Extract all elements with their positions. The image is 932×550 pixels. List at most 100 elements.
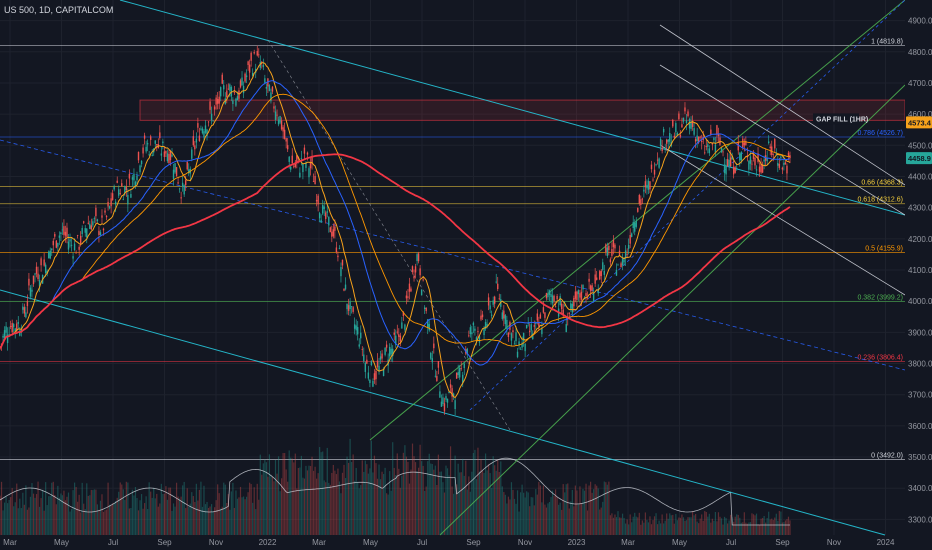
time-tick-label: Sep <box>775 538 790 547</box>
candle-body <box>574 291 577 299</box>
candle-body <box>264 78 266 83</box>
volume-bar <box>542 485 545 535</box>
volume-bar <box>775 513 777 535</box>
volume-bar <box>544 504 546 535</box>
candle-body <box>396 331 398 333</box>
candle-body <box>627 244 630 249</box>
candle-body <box>560 303 563 309</box>
candle-body <box>102 228 105 231</box>
candle-body <box>781 167 784 170</box>
volume-bar <box>719 516 721 535</box>
volume-bar <box>174 506 176 535</box>
volume-bar <box>171 510 173 535</box>
candle-body <box>16 323 18 331</box>
volume-bar <box>238 497 240 535</box>
candle-body <box>55 240 58 248</box>
candle-body <box>116 180 118 183</box>
candle-body <box>139 165 141 173</box>
volume-bar <box>615 517 618 535</box>
volume-bar <box>757 524 759 535</box>
candle-body <box>337 255 339 258</box>
volume-bar <box>612 517 615 535</box>
trend-line-blue-dashed <box>0 139 906 371</box>
candle-body <box>127 195 129 205</box>
volume-bar <box>309 466 312 535</box>
volume-bar <box>168 487 170 535</box>
candle-body <box>772 153 774 155</box>
candle-body <box>659 138 662 146</box>
volume-bar <box>306 470 309 535</box>
trend-lines <box>0 0 906 536</box>
candle-body <box>758 166 761 172</box>
candle-body <box>236 96 239 101</box>
time-tick-label: Nov <box>827 538 841 547</box>
volume-bar <box>92 490 94 535</box>
candle-body <box>49 250 51 259</box>
volume-bar <box>179 498 181 535</box>
candle-body <box>737 141 739 151</box>
volume-bar <box>433 469 435 535</box>
candle-body <box>771 146 773 155</box>
candle-body <box>681 124 683 128</box>
candle-body <box>270 92 272 102</box>
candle-body <box>707 144 709 147</box>
candle-body <box>548 290 551 296</box>
volume-bar <box>647 522 650 535</box>
candle-body <box>687 111 689 116</box>
candle-body <box>163 151 166 157</box>
volume-bar <box>562 484 564 535</box>
candle-body <box>261 61 263 63</box>
candle-body <box>353 324 356 329</box>
volume-bar <box>500 461 502 535</box>
candle-body <box>510 333 513 341</box>
volume-bar <box>495 470 497 535</box>
volume-bar <box>731 517 733 535</box>
volume-bar <box>294 453 296 535</box>
volume-bar <box>249 482 251 535</box>
volume-bar <box>685 520 688 535</box>
volume-bar <box>515 503 517 535</box>
candle-body <box>303 147 306 154</box>
time-tick-label: Mar <box>312 538 326 547</box>
candle-body <box>276 114 278 116</box>
volume-bar <box>579 486 581 535</box>
candle-body <box>524 343 526 352</box>
volume-bar <box>556 497 558 535</box>
candle-body <box>547 294 549 298</box>
volume-bar <box>786 519 788 535</box>
volume-bar <box>664 520 666 535</box>
volume-bar <box>446 468 449 535</box>
candle-body <box>130 194 132 198</box>
volume-bar <box>136 497 138 535</box>
volume-bar <box>185 507 187 535</box>
volume-bar <box>410 469 412 535</box>
volume-bar <box>658 520 660 535</box>
candle-body <box>63 226 65 235</box>
volume-bar <box>115 501 117 535</box>
volume-bar <box>288 450 290 535</box>
candle-body <box>436 376 438 382</box>
candle-body <box>108 206 111 209</box>
candle-body <box>372 380 374 387</box>
candle-body <box>131 177 134 180</box>
candle-body <box>442 397 444 405</box>
volume-bar <box>414 462 417 535</box>
candle-body <box>428 323 430 331</box>
candle-body <box>729 157 732 167</box>
candle-body <box>137 152 140 161</box>
candle-body <box>661 147 663 152</box>
candle-body <box>341 259 344 266</box>
candle-body <box>344 284 347 290</box>
candle-body <box>210 113 213 121</box>
candle-body <box>644 181 647 188</box>
candle-body <box>658 158 660 168</box>
candle-body <box>399 335 402 342</box>
candle-body <box>83 221 85 223</box>
candle-body <box>3 330 6 339</box>
volume-bar <box>130 507 132 535</box>
volume-bar <box>110 505 112 535</box>
candle-body <box>518 341 520 346</box>
volume-bar <box>303 478 306 535</box>
volume-bar <box>608 481 610 535</box>
